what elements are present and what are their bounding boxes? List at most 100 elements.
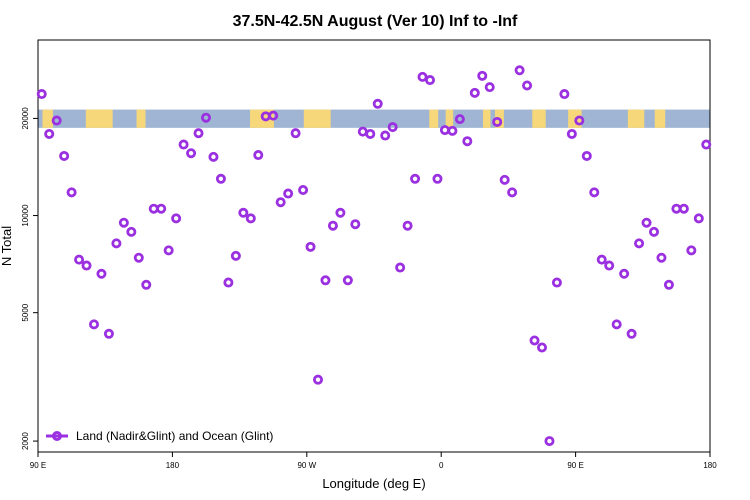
y-axis-label: N Total bbox=[0, 226, 14, 266]
data-point bbox=[141, 279, 152, 290]
data-point bbox=[544, 436, 555, 447]
data-point bbox=[447, 125, 458, 136]
land-segment bbox=[445, 109, 454, 128]
data-point bbox=[365, 128, 376, 139]
data-point bbox=[215, 173, 226, 184]
data-point bbox=[477, 70, 488, 81]
x-tick-label: 180 bbox=[166, 461, 180, 470]
data-point bbox=[522, 80, 533, 91]
land-segment bbox=[429, 109, 439, 128]
chart-title: 37.5N-42.5N August (Ver 10) Inf to -Inf bbox=[233, 13, 518, 30]
data-point bbox=[574, 115, 585, 126]
data-point bbox=[335, 207, 346, 218]
x-tick-label: 180 bbox=[703, 461, 717, 470]
land-segment bbox=[42, 109, 53, 128]
data-point bbox=[484, 82, 495, 93]
data-point bbox=[611, 319, 622, 330]
data-point bbox=[589, 187, 600, 198]
data-point bbox=[604, 260, 615, 271]
data-point bbox=[439, 125, 450, 136]
data-point bbox=[193, 128, 204, 139]
data-point bbox=[178, 139, 189, 150]
data-point bbox=[320, 275, 331, 286]
data-point bbox=[275, 197, 286, 208]
data-point bbox=[410, 173, 421, 184]
data-point bbox=[686, 245, 697, 256]
data-point bbox=[626, 328, 637, 339]
land-segment bbox=[483, 109, 491, 128]
data-point bbox=[551, 277, 562, 288]
data-point bbox=[469, 87, 480, 98]
data-point bbox=[424, 75, 435, 86]
data-point bbox=[693, 213, 704, 224]
data-point bbox=[663, 279, 674, 290]
data-point bbox=[171, 213, 182, 224]
data-point bbox=[581, 150, 592, 161]
data-point bbox=[200, 112, 211, 123]
data-point bbox=[566, 128, 577, 139]
data-point bbox=[156, 203, 167, 214]
land-segment bbox=[532, 109, 546, 128]
data-point bbox=[372, 98, 383, 109]
data-point bbox=[223, 277, 234, 288]
data-point bbox=[89, 319, 100, 330]
data-point bbox=[298, 184, 309, 195]
land-segment bbox=[136, 109, 146, 128]
y-tick-label: 20000 bbox=[21, 107, 30, 130]
x-tick-label: 90 E bbox=[567, 461, 583, 470]
data-point bbox=[342, 275, 353, 286]
data-point bbox=[133, 252, 144, 263]
data-point bbox=[537, 342, 548, 353]
land-segment bbox=[85, 109, 113, 128]
data-point bbox=[499, 174, 510, 185]
data-point bbox=[432, 173, 443, 184]
data-point bbox=[118, 217, 129, 228]
x-axis: 90 E 180 90 W 0 90 E 180 bbox=[30, 452, 717, 470]
data-point bbox=[253, 150, 264, 161]
data-point bbox=[66, 187, 77, 198]
legend-marker bbox=[52, 431, 62, 441]
x-tick-label: 0 bbox=[439, 461, 444, 470]
x-tick-label: 90 E bbox=[30, 461, 46, 470]
data-point bbox=[649, 226, 660, 237]
data-point bbox=[462, 136, 473, 147]
data-point bbox=[402, 220, 413, 231]
land-segment bbox=[303, 109, 331, 128]
land-ocean-band bbox=[38, 109, 710, 128]
x-tick-label: 90 W bbox=[297, 461, 316, 470]
data-point bbox=[507, 187, 518, 198]
data-point bbox=[387, 122, 398, 133]
data-point bbox=[186, 148, 197, 159]
land-segment bbox=[627, 109, 645, 128]
y-tick-label: 5000 bbox=[21, 303, 30, 321]
x-axis-label: Longitude (deg E) bbox=[322, 476, 425, 491]
data-point bbox=[111, 238, 122, 249]
data-points bbox=[36, 65, 712, 447]
data-point bbox=[238, 207, 249, 218]
data-point bbox=[327, 220, 338, 231]
data-point bbox=[96, 268, 107, 279]
data-point bbox=[656, 252, 667, 263]
land-segment bbox=[654, 109, 666, 128]
data-point bbox=[59, 150, 70, 161]
legend: Land (Nadir&Glint) and Ocean (Glint) bbox=[46, 429, 273, 443]
legend-label: Land (Nadir&Glint) and Ocean (Glint) bbox=[76, 429, 273, 443]
data-point bbox=[559, 89, 570, 100]
data-point bbox=[51, 115, 62, 126]
data-point bbox=[290, 128, 301, 139]
data-point bbox=[619, 268, 630, 279]
y-axis: 2000 5000 10000 20000 bbox=[21, 107, 38, 450]
data-point bbox=[81, 260, 92, 271]
data-point bbox=[454, 114, 465, 125]
data-point bbox=[126, 226, 137, 237]
y-tick-label: 2000 bbox=[21, 432, 30, 450]
data-point bbox=[36, 89, 47, 100]
data-point bbox=[596, 254, 607, 265]
data-point bbox=[350, 219, 361, 230]
data-point bbox=[305, 241, 316, 252]
data-point bbox=[208, 151, 219, 162]
data-point bbox=[641, 217, 652, 228]
data-point bbox=[380, 130, 391, 141]
data-point bbox=[492, 116, 503, 127]
